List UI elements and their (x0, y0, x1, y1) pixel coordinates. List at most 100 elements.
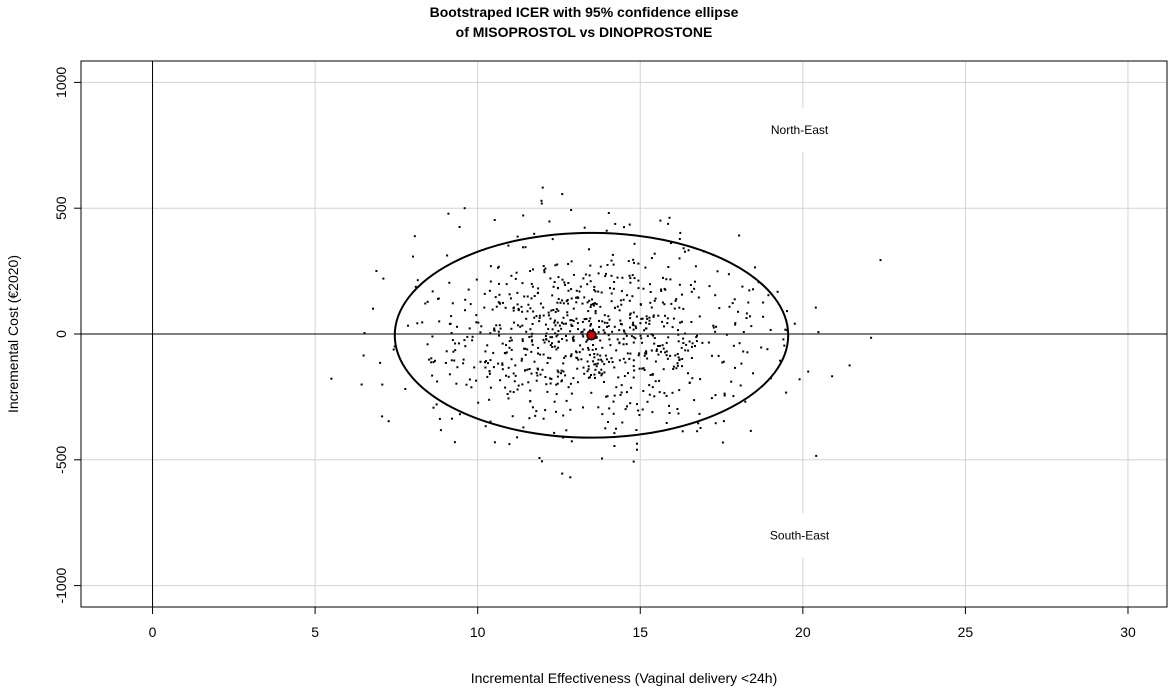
bootstrap-point-425 (552, 309, 555, 311)
bootstrap-point-638 (597, 272, 600, 275)
bootstrap-point-498 (456, 366, 459, 369)
bootstrap-point-634 (784, 328, 787, 331)
bootstrap-point-713 (644, 327, 647, 330)
bootstrap-point-211 (454, 342, 457, 345)
bootstrap-point-317 (535, 315, 538, 318)
bootstrap-point-821 (595, 365, 598, 368)
bootstrap-point-830 (628, 274, 631, 277)
bootstrap-point-623 (514, 364, 517, 367)
bootstrap-point-166 (431, 335, 434, 338)
bootstrap-point-618 (695, 340, 698, 343)
bootstrap-point-229 (681, 320, 683, 323)
bootstrap-point-230 (508, 340, 511, 343)
bootstrap-point-612 (749, 315, 751, 318)
bootstrap-point-463 (593, 285, 596, 288)
bootstrap-point-595 (575, 317, 578, 320)
bootstrap-point-351 (615, 386, 618, 389)
bootstrap-point-878 (676, 362, 679, 365)
bootstrap-point-526 (573, 273, 575, 276)
bootstrap-point-718 (431, 290, 434, 293)
bootstrap-point-795 (561, 299, 564, 302)
bootstrap-point-592 (723, 394, 726, 397)
bootstrap-point-570 (632, 336, 635, 339)
bootstrap-point-339 (655, 348, 658, 351)
bootstrap-point-633 (502, 301, 504, 304)
bootstrap-point-343 (450, 315, 453, 318)
bootstrap-point-756 (538, 314, 541, 317)
bootstrap-point-600 (448, 373, 451, 376)
bootstrap-point-769 (693, 287, 696, 290)
bootstrap-point-785 (710, 397, 713, 400)
bootstrap-point-255 (633, 242, 636, 245)
bootstrap-point-640 (632, 258, 635, 261)
bootstrap-point-506 (630, 386, 633, 389)
bootstrap-point-284 (517, 309, 520, 312)
bootstrap-point-23 (671, 391, 674, 394)
bootstrap-point-757 (617, 376, 620, 379)
bootstrap-point-858 (484, 350, 487, 353)
bootstrap-point-226 (445, 350, 448, 353)
bootstrap-point-490 (610, 300, 613, 303)
bootstrap-point-95 (671, 326, 674, 329)
bootstrap-point-598 (484, 366, 487, 369)
bootstrap-point-815 (564, 355, 567, 358)
bootstrap-point-85 (594, 290, 597, 293)
bootstrap-point-789 (600, 368, 603, 371)
bootstrap-point-195 (654, 380, 657, 383)
bootstrap-point-672 (661, 301, 664, 304)
bootstrap-point-431 (497, 362, 500, 365)
bootstrap-point-690 (588, 299, 591, 302)
bootstrap-point-274 (662, 347, 665, 350)
bootstrap-point-511 (458, 413, 461, 416)
bootstrap-point-697 (487, 362, 489, 365)
bootstrap-point-130 (721, 361, 724, 364)
bootstrap-point-503 (578, 290, 581, 293)
bootstrap-point-681 (649, 374, 652, 376)
bootstrap-point-803 (650, 306, 653, 309)
bootstrap-point-257 (570, 440, 573, 443)
bootstrap-point-101 (783, 344, 786, 347)
x-tick-label-0: 0 (149, 624, 157, 640)
bootstrap-point-267 (555, 410, 557, 413)
bootstrap-point-646 (589, 317, 592, 320)
bootstrap-point-884 (528, 417, 531, 420)
bootstrap-point-281 (416, 322, 419, 325)
bootstrap-point-461 (641, 367, 644, 370)
bootstrap-point-805 (679, 321, 682, 324)
bootstrap-point-686 (553, 431, 556, 434)
bootstrap-point-895 (678, 389, 681, 392)
bootstrap-point-236 (556, 333, 559, 336)
bootstrap-point-116 (512, 372, 515, 375)
bootstrap-point-322 (636, 403, 638, 406)
bootstrap-point-241 (585, 340, 588, 343)
bootstrap-point-649 (556, 382, 559, 385)
bootstrap-point-96 (635, 327, 638, 330)
bootstrap-point-219 (588, 248, 590, 251)
bootstrap-point-521 (570, 288, 573, 291)
bootstrap-point-356 (438, 320, 441, 323)
bootstrap-point-300 (665, 394, 668, 397)
bootstrap-point-730 (577, 297, 580, 299)
x-tick-label-1: 5 (311, 624, 319, 640)
bootstrap-point-906 (623, 226, 625, 229)
bootstrap-point-887 (575, 296, 578, 299)
bootstrap-point-367 (667, 336, 670, 339)
bootstrap-point-318 (521, 310, 524, 313)
bootstrap-point-800 (455, 382, 458, 385)
bootstrap-point-369 (696, 334, 698, 337)
bootstrap-point-880 (737, 310, 739, 313)
bootstrap-point-656 (676, 364, 679, 367)
bootstrap-point-167 (509, 390, 512, 393)
bootstrap-point-578 (539, 353, 542, 356)
bootstrap-point-539 (625, 391, 628, 394)
bootstrap-point-128 (530, 350, 533, 353)
bootstrap-point-217 (697, 422, 700, 425)
bootstrap-point-735 (542, 306, 545, 309)
bootstrap-point-512 (551, 238, 554, 241)
bootstrap-point-726 (572, 339, 575, 341)
bootstrap-point-916 (798, 378, 801, 381)
bootstrap-point-536 (620, 323, 623, 326)
bootstrap-point-477 (613, 366, 616, 369)
bootstrap-point-404 (619, 319, 622, 322)
bootstrap-point-67 (542, 338, 545, 341)
